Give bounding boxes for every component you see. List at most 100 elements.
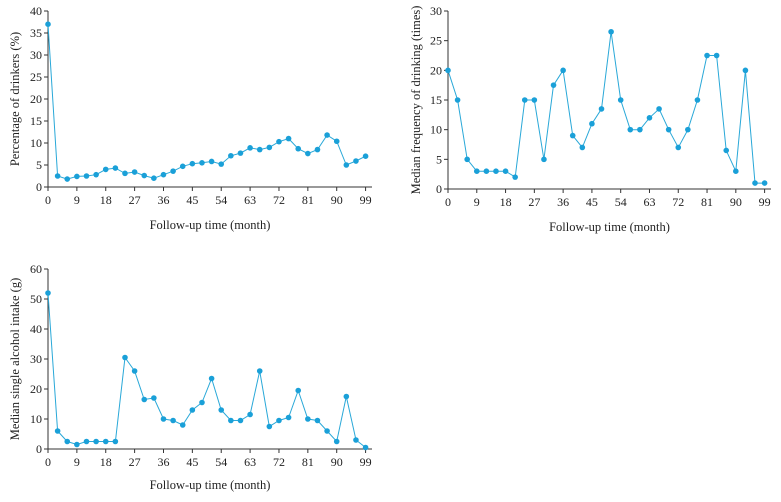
- data-point: [45, 21, 51, 28]
- x-tick-label: 99: [360, 455, 372, 469]
- data-point: [170, 417, 176, 424]
- data-point: [761, 180, 768, 186]
- x-tick-label: 72: [273, 193, 285, 207]
- data-point: [723, 147, 730, 154]
- x-tick-label: 27: [129, 193, 141, 207]
- data-point: [333, 138, 340, 145]
- chart-median-alcohol-intake: 0 10 20 30 40 50 60 0 9 18 27 36 45 54 63 72 81 90 99 Follo…: [8, 262, 372, 492]
- data-point: [675, 144, 682, 151]
- data-point: [531, 97, 538, 103]
- data-point: [256, 146, 263, 153]
- data-point: [93, 438, 99, 445]
- data-point: [694, 97, 701, 103]
- x-tick-label: 36: [157, 193, 169, 207]
- data-point: [93, 171, 99, 178]
- data-point: [353, 158, 359, 164]
- data-point: [151, 395, 157, 401]
- data-point: [54, 428, 61, 434]
- x-tick-label: 72: [672, 195, 684, 209]
- x-tick-label: 0: [445, 195, 451, 209]
- data-point: [362, 444, 369, 451]
- y-axis-label: Median frequency of drinking (times): [409, 6, 423, 195]
- data-point: [247, 411, 253, 418]
- x-tick-label: 81: [302, 193, 314, 207]
- series-line: [47, 292, 366, 448]
- data-point: [218, 161, 225, 167]
- y-tick-label: 40: [30, 4, 42, 18]
- x-tick-label: 45: [186, 193, 198, 207]
- data-point: [247, 145, 253, 151]
- data-point: [179, 163, 186, 170]
- data-point: [228, 152, 234, 159]
- data-point: [285, 135, 292, 142]
- data-point: [102, 438, 109, 445]
- data-point: [276, 138, 282, 145]
- data-point: [189, 407, 196, 413]
- x-tick-label: 99: [360, 193, 372, 207]
- data-point: [112, 438, 119, 445]
- data-point: [276, 417, 282, 424]
- x-tick-label: 99: [759, 195, 771, 209]
- x-tick-label: 0: [45, 455, 51, 469]
- x-tick-label: 90: [730, 195, 742, 209]
- y-tick-label: 0: [436, 182, 442, 196]
- data-point: [112, 165, 119, 171]
- x-tick-label: 36: [157, 455, 169, 469]
- data-point: [512, 174, 518, 180]
- data-point: [208, 158, 215, 165]
- data-point: [464, 156, 470, 163]
- data-point: [483, 168, 490, 174]
- data-point: [362, 153, 369, 159]
- data-point: [218, 407, 225, 413]
- data-point: [324, 132, 330, 138]
- y-tick-label: 20: [430, 63, 442, 77]
- y-tick-label: 10: [30, 412, 42, 426]
- x-tick-label: 54: [215, 455, 227, 469]
- data-point: [353, 437, 359, 443]
- data-point: [83, 438, 90, 445]
- x-tick-label: 9: [74, 193, 80, 207]
- x-tick-label: 9: [474, 195, 480, 209]
- y-tick-label: 10: [30, 136, 42, 150]
- x-tick-label: 63: [643, 195, 655, 209]
- y-tick-label: 25: [430, 34, 442, 48]
- y-tick-label: 30: [30, 352, 42, 366]
- data-point: [199, 399, 205, 406]
- y-tick-label: 0: [36, 180, 42, 194]
- x-tick-label: 54: [215, 193, 227, 207]
- data-point: [122, 354, 128, 361]
- data-point: [493, 168, 499, 174]
- data-point: [752, 180, 758, 186]
- data-point: [473, 168, 480, 174]
- series-line: [447, 31, 765, 184]
- x-tick-label: 81: [701, 195, 713, 209]
- data-point: [295, 145, 302, 152]
- data-point: [569, 132, 576, 139]
- x-tick-label: 9: [74, 455, 80, 469]
- data-point: [560, 67, 566, 74]
- data-point: [305, 416, 311, 422]
- x-tick-label: 45: [586, 195, 598, 209]
- x-tick-label: 45: [186, 455, 198, 469]
- x-tick-label: 81: [302, 455, 314, 469]
- data-point: [131, 169, 138, 175]
- y-tick-label: 30: [430, 4, 442, 18]
- series-line: [47, 24, 366, 180]
- data-point: [141, 172, 148, 179]
- data-point: [343, 393, 350, 400]
- x-axis-label: Follow-up time (month): [150, 218, 271, 232]
- data-point: [598, 106, 605, 112]
- data-point: [627, 126, 634, 133]
- y-tick-label: 15: [30, 114, 42, 128]
- data-point: [637, 126, 643, 133]
- data-point: [266, 144, 273, 151]
- y-tick-label: 10: [430, 123, 442, 137]
- data-point: [64, 176, 71, 182]
- data-point: [742, 67, 749, 74]
- y-tick-label: 5: [36, 158, 42, 172]
- x-tick-label: 54: [615, 195, 627, 209]
- data-point: [179, 422, 186, 428]
- data-point: [454, 97, 461, 103]
- x-tick-label: 36: [557, 195, 569, 209]
